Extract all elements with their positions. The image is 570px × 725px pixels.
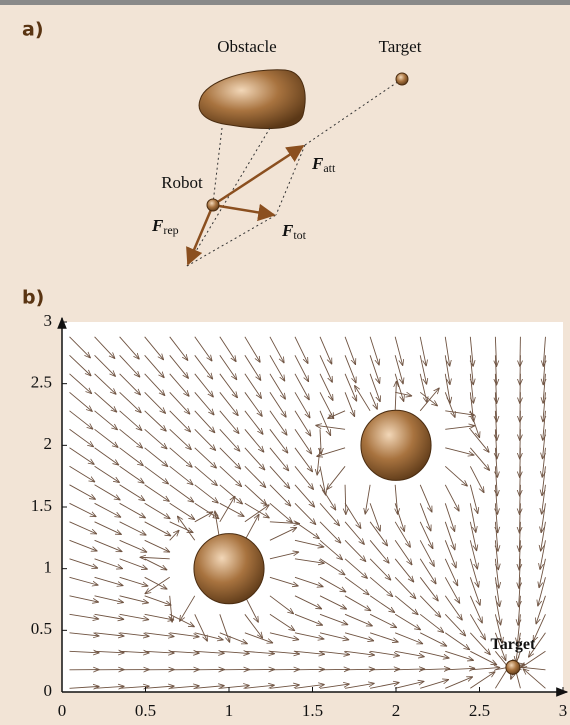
force-symbol: F xyxy=(311,154,324,173)
force-symbol: F xyxy=(151,216,164,235)
force-label: Frep xyxy=(151,216,179,237)
y-tick-label: 1.5 xyxy=(31,496,52,515)
obstacle-label: Obstacle xyxy=(217,37,276,56)
x-tick-label: 1.5 xyxy=(302,701,323,720)
figure: a) Obstacle Target Robot Fatt Frep Ftot … xyxy=(0,0,570,725)
force-subscript: tot xyxy=(293,228,306,242)
target-label: Target xyxy=(491,636,536,653)
x-tick-label: 2 xyxy=(392,701,401,720)
top-bar xyxy=(0,0,570,5)
y-tick-label: 0 xyxy=(44,681,53,700)
page: {"panel_a": {"label": "a)", "obstacle": … xyxy=(0,0,570,725)
y-tick-label: 1 xyxy=(44,558,53,577)
target xyxy=(396,73,408,85)
y-tick-label: 0.5 xyxy=(31,619,52,638)
x-tick-label: 2.5 xyxy=(469,701,490,720)
x-tick-label: 3 xyxy=(559,701,568,720)
obstacle xyxy=(194,534,264,604)
y-tick-label: 3 xyxy=(44,311,53,330)
force-symbol: F xyxy=(281,221,294,240)
force-label: Fatt xyxy=(311,154,336,175)
y-tick-label: 2 xyxy=(44,434,53,453)
panel-label: a) xyxy=(22,19,44,41)
force-label: Ftot xyxy=(281,221,307,242)
target xyxy=(506,660,520,674)
x-tick-label: 0 xyxy=(58,701,67,720)
obstacle xyxy=(361,410,431,480)
force-subscript: rep xyxy=(163,223,178,237)
robot-label: Robot xyxy=(161,173,203,192)
target-label: Target xyxy=(379,37,422,56)
x-tick-label: 0.5 xyxy=(135,701,156,720)
obstacle-shape xyxy=(199,70,305,129)
force-subscript: att xyxy=(323,161,336,175)
field-arrow xyxy=(520,337,521,367)
robot xyxy=(207,199,219,211)
force-arrows xyxy=(188,146,303,264)
panel-label: b) xyxy=(22,287,44,309)
y-tick-label: 2.5 xyxy=(31,373,52,392)
x-tick-label: 1 xyxy=(225,701,234,720)
